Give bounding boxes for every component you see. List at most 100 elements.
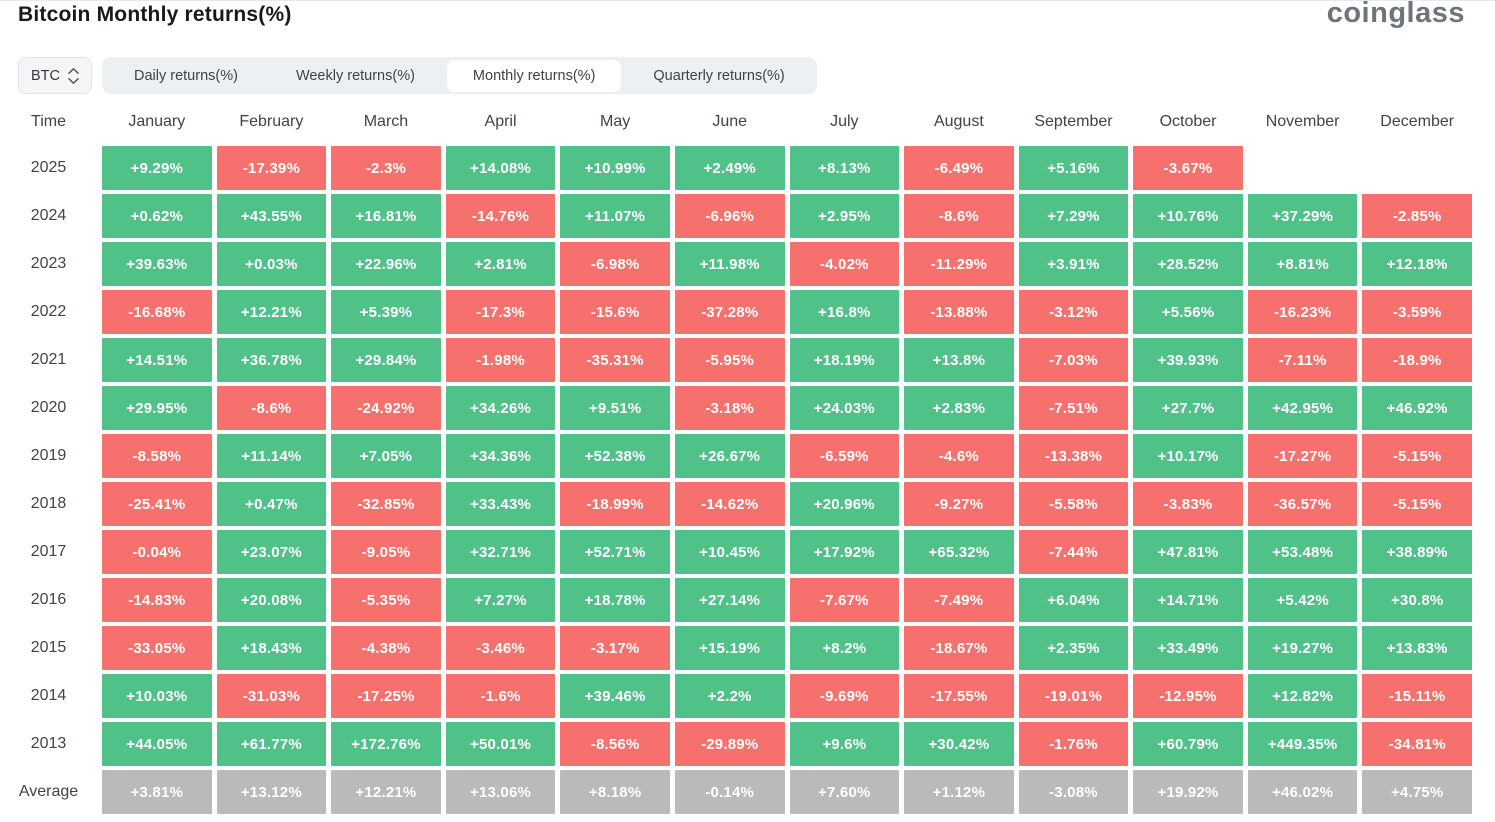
- return-cell: +8.13%: [789, 146, 900, 190]
- tab-daily-returns[interactable]: Daily returns(%): [108, 60, 264, 92]
- return-cell: -17.55%: [904, 674, 1014, 718]
- return-cell: +3.91%: [1018, 242, 1129, 286]
- return-cell: +10.17%: [1133, 434, 1243, 478]
- return-cell: -19.01%: [1018, 674, 1129, 718]
- return-cell: +6.04%: [1018, 578, 1129, 622]
- return-cell: +8.18%: [560, 770, 670, 814]
- return-cell: -18.99%: [560, 482, 670, 526]
- return-cell: -17.3%: [445, 290, 556, 334]
- return-cell: -24.92%: [331, 386, 441, 430]
- table-row-2013: 2013 +44.05% +61.77% +172.76% +50.01% -8.56% -…: [0, 722, 1495, 766]
- return-cell: +12.21%: [216, 290, 327, 334]
- return-cell: +9.6%: [789, 722, 900, 766]
- return-cell: +60.79%: [1133, 722, 1243, 766]
- table-row-2015: 2015 -33.05% +18.43% -4.38% -3.46% -3.17% +15.…: [0, 626, 1495, 670]
- row-label: 2014: [30, 687, 67, 704]
- return-cell: -15.6%: [560, 290, 670, 334]
- return-cell: +13.12%: [216, 770, 327, 814]
- column-header-october: October: [1159, 113, 1217, 130]
- return-cell: +16.8%: [789, 290, 900, 334]
- return-cell: +52.71%: [560, 530, 670, 574]
- return-cell: -7.11%: [1247, 338, 1358, 382]
- table-row-2020: 2020 +29.95% -8.6% -24.92% +34.26% +9.51% -3.1…: [0, 386, 1495, 430]
- return-cell: +38.89%: [1362, 530, 1472, 574]
- return-cell: +2.83%: [904, 386, 1014, 430]
- return-cell: +30.42%: [904, 722, 1014, 766]
- return-cell: -5.95%: [674, 338, 785, 382]
- return-cell: +34.36%: [445, 434, 556, 478]
- return-cell: +34.26%: [445, 386, 556, 430]
- column-header-may: May: [600, 113, 631, 130]
- return-cell: +52.38%: [560, 434, 670, 478]
- return-cell: +28.52%: [1133, 242, 1243, 286]
- return-cell: -3.18%: [674, 386, 785, 430]
- return-cell: +172.76%: [331, 722, 441, 766]
- row-label: 2018: [30, 495, 67, 512]
- return-cell: -36.57%: [1247, 482, 1358, 526]
- table-row-2016: 2016 -14.83% +20.08% -5.35% +7.27% +18.78% +27…: [0, 578, 1495, 622]
- return-cell: -32.85%: [331, 482, 441, 526]
- return-cell: +27.14%: [674, 578, 785, 622]
- column-header-february: February: [239, 113, 304, 130]
- row-label: 2016: [30, 591, 67, 608]
- return-cell: -37.28%: [674, 290, 785, 334]
- symbol-select[interactable]: BTC: [18, 57, 92, 94]
- return-cell: +11.07%: [560, 194, 670, 238]
- return-cell: +37.29%: [1247, 194, 1358, 238]
- return-cell: +24.03%: [789, 386, 900, 430]
- column-header-august: August: [933, 113, 984, 130]
- return-cell: -2.3%: [331, 146, 441, 190]
- return-cell: -35.31%: [560, 338, 670, 382]
- returns-tab-group: Daily returns(%) Weekly returns(%) Monthly…: [102, 57, 817, 94]
- return-cell: +2.35%: [1018, 626, 1129, 670]
- table-row-2014: 2014 +10.03% -31.03% -17.25% -1.6% +39.46% +2.…: [0, 674, 1495, 718]
- column-header-june: June: [712, 113, 748, 130]
- return-cell: +12.82%: [1247, 674, 1358, 718]
- column-header-july: July: [830, 113, 859, 130]
- return-cell: +2.2%: [674, 674, 785, 718]
- row-label: 2023: [30, 255, 67, 272]
- return-cell: +7.60%: [789, 770, 900, 814]
- return-cell: -0.04%: [102, 530, 212, 574]
- coinglass-logo: coinglass: [1326, 0, 1465, 29]
- tab-monthly-returns[interactable]: Monthly returns(%): [446, 59, 622, 92]
- return-cell: +10.03%: [102, 674, 212, 718]
- return-cell: -4.02%: [789, 242, 900, 286]
- return-cell: -8.56%: [560, 722, 670, 766]
- return-cell: -7.44%: [1018, 530, 1129, 574]
- return-cell: -4.38%: [331, 626, 441, 670]
- return-cell: +8.81%: [1247, 242, 1358, 286]
- table-row-2025: 2025 +9.29% -17.39% -2.3% +14.08% +10.99% +2.4…: [0, 146, 1495, 190]
- return-cell: +18.43%: [216, 626, 327, 670]
- return-cell: -14.62%: [674, 482, 785, 526]
- tab-weekly-returns[interactable]: Weekly returns(%): [270, 60, 441, 92]
- column-header-january: January: [128, 113, 186, 130]
- return-cell: -34.81%: [1362, 722, 1472, 766]
- return-cell: +2.49%: [674, 146, 785, 190]
- empty-cell: [1362, 146, 1472, 190]
- page-title: Bitcoin Monthly returns(%): [18, 3, 292, 26]
- column-header-time: Time: [31, 113, 66, 130]
- return-cell: +0.03%: [216, 242, 327, 286]
- return-cell: -5.15%: [1362, 482, 1472, 526]
- table-row-2017: 2017 -0.04% +23.07% -9.05% +32.71% +52.71% +10…: [0, 530, 1495, 574]
- row-label: 2022: [30, 303, 67, 320]
- return-cell: -25.41%: [102, 482, 212, 526]
- return-cell: +29.95%: [102, 386, 212, 430]
- return-cell: +14.71%: [1133, 578, 1243, 622]
- return-cell: -18.67%: [904, 626, 1014, 670]
- return-cell: +7.05%: [331, 434, 441, 478]
- return-cell: -31.03%: [216, 674, 327, 718]
- return-cell: -4.6%: [904, 434, 1014, 478]
- return-cell: +33.43%: [445, 482, 556, 526]
- return-cell: -3.08%: [1018, 770, 1129, 814]
- table-row-2024: 2024 +0.62% +43.55% +16.81% -14.76% +11.07% -6…: [0, 194, 1495, 238]
- return-cell: +46.92%: [1362, 386, 1472, 430]
- return-cell: -14.76%: [445, 194, 556, 238]
- return-cell: -6.49%: [904, 146, 1014, 190]
- tab-quarterly-returns[interactable]: Quarterly returns(%): [627, 60, 810, 92]
- return-cell: +17.92%: [789, 530, 900, 574]
- row-label: 2019: [30, 447, 67, 464]
- row-label: 2025: [30, 159, 67, 176]
- table-row-2023: 2023 +39.63% +0.03% +22.96% +2.81% -6.98% +11.…: [0, 242, 1495, 286]
